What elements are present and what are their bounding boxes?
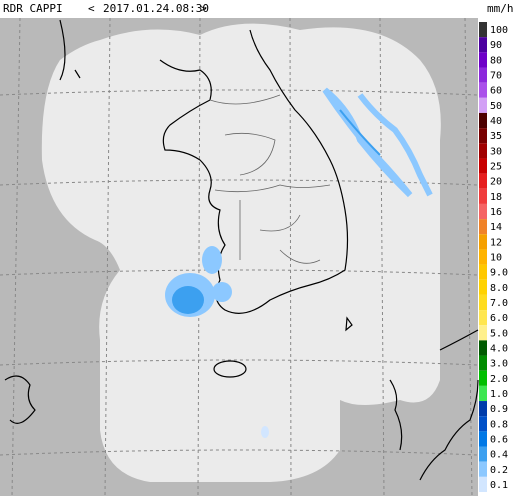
legend-swatch bbox=[479, 173, 487, 189]
legend-swatch bbox=[479, 325, 487, 341]
unit: mm/h bbox=[487, 2, 514, 15]
legend-label: 16 bbox=[490, 207, 502, 218]
legend-label: 7.0 bbox=[490, 298, 508, 309]
legend-swatch bbox=[479, 188, 487, 204]
header: RDR CAPPI < 2017.01.24.08:30 > mm/h bbox=[0, 0, 516, 18]
legend-swatch bbox=[479, 370, 487, 386]
legend-label: 0.8 bbox=[490, 419, 508, 430]
legend-swatch bbox=[479, 431, 487, 447]
legend-swatch bbox=[479, 461, 487, 477]
legend-swatch bbox=[479, 158, 487, 174]
borders bbox=[209, 94, 331, 264]
legend-swatch bbox=[479, 203, 487, 220]
radar-coverage bbox=[41, 23, 441, 482]
legend-label: 20 bbox=[490, 177, 502, 188]
legend-label: 3.0 bbox=[490, 359, 508, 370]
legend-swatch bbox=[479, 82, 487, 98]
legend-swatch bbox=[479, 52, 487, 68]
legend-label: 0.1 bbox=[490, 480, 508, 491]
legend-swatch bbox=[479, 279, 487, 295]
legend-label: 30 bbox=[490, 146, 502, 157]
legend-label: 8.0 bbox=[490, 283, 508, 294]
legend-swatch bbox=[479, 294, 487, 311]
legend-swatch bbox=[479, 97, 487, 113]
prev-button[interactable]: < bbox=[88, 2, 95, 15]
precipitation bbox=[165, 87, 433, 438]
legend-swatch bbox=[479, 310, 487, 326]
legend-swatch bbox=[479, 112, 487, 129]
legend-label: 80 bbox=[490, 55, 502, 66]
legend-label: 35 bbox=[490, 131, 502, 142]
grid bbox=[0, 17, 479, 496]
datetime: 2017.01.24.08:30 bbox=[103, 2, 209, 15]
legend-swatch bbox=[479, 128, 487, 144]
legend-label: 70 bbox=[490, 71, 502, 82]
legend-swatch bbox=[479, 401, 487, 417]
legend-swatch bbox=[479, 219, 487, 235]
legend-label: 50 bbox=[490, 101, 502, 112]
legend-label: 14 bbox=[490, 222, 502, 233]
legend-swatch bbox=[479, 37, 487, 53]
legend-label: 1.0 bbox=[490, 389, 508, 400]
coastline bbox=[4, 19, 479, 481]
legend-label: 0.4 bbox=[490, 450, 508, 461]
product-name: RDR CAPPI bbox=[3, 2, 63, 15]
legend-label: 18 bbox=[490, 192, 502, 203]
legend-label: 0.6 bbox=[490, 434, 508, 445]
legend-swatch bbox=[479, 416, 487, 432]
legend-swatch bbox=[479, 264, 487, 280]
legend-swatch bbox=[479, 476, 487, 492]
legend-label: 40 bbox=[490, 116, 502, 127]
legend-label: 4.0 bbox=[490, 343, 508, 354]
legend-swatch bbox=[479, 385, 487, 402]
legend-swatch bbox=[479, 143, 487, 159]
legend-label: 2.0 bbox=[490, 374, 508, 385]
legend-label: 12 bbox=[490, 237, 502, 248]
legend-swatch bbox=[479, 234, 487, 250]
legend-label: 6.0 bbox=[490, 313, 508, 324]
legend-swatch bbox=[479, 355, 487, 371]
legend-label: 9.0 bbox=[490, 268, 508, 279]
legend-label: 25 bbox=[490, 162, 502, 173]
legend-label: 5.0 bbox=[490, 328, 508, 339]
legend-swatch bbox=[479, 340, 487, 356]
legend-label: 10 bbox=[490, 253, 502, 264]
legend-label: 0.9 bbox=[490, 404, 508, 415]
legend-swatch bbox=[479, 446, 487, 462]
next-button[interactable]: > bbox=[200, 2, 207, 15]
legend-label: 60 bbox=[490, 86, 502, 97]
legend-label: 90 bbox=[490, 40, 502, 51]
legend-swatch bbox=[479, 249, 487, 265]
legend-swatch bbox=[479, 22, 487, 38]
legend-label: 100 bbox=[490, 25, 508, 36]
legend-label: 0.2 bbox=[490, 465, 508, 476]
legend-swatch bbox=[479, 67, 487, 83]
